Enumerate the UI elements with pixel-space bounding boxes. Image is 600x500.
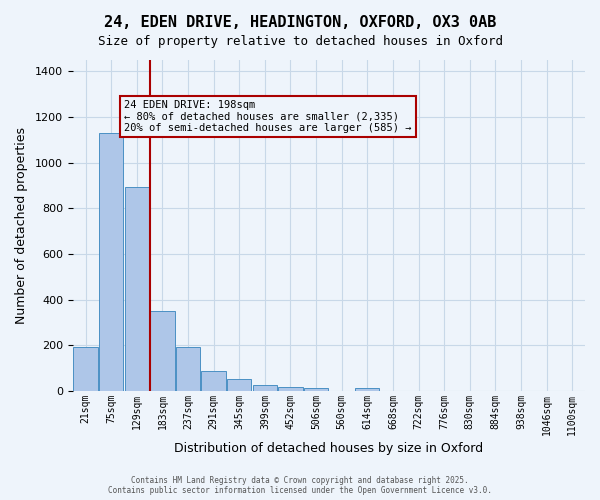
Text: Contains HM Land Registry data © Crown copyright and database right 2025.
Contai: Contains HM Land Registry data © Crown c… [108, 476, 492, 495]
Bar [73, 346, 98, 391]
X-axis label: Distribution of detached houses by size in Oxford: Distribution of detached houses by size … [175, 442, 484, 455]
Text: Size of property relative to detached houses in Oxford: Size of property relative to detached ho… [97, 35, 503, 48]
Bar [202, 370, 226, 391]
Bar [355, 388, 379, 391]
Bar [278, 386, 302, 391]
Bar [125, 187, 149, 391]
Bar [99, 133, 124, 391]
Y-axis label: Number of detached properties: Number of detached properties [15, 127, 28, 324]
Bar [304, 388, 328, 391]
Bar [253, 386, 277, 391]
Text: 24, EDEN DRIVE, HEADINGTON, OXFORD, OX3 0AB: 24, EDEN DRIVE, HEADINGTON, OXFORD, OX3 … [104, 15, 496, 30]
Text: 24 EDEN DRIVE: 198sqm
← 80% of detached houses are smaller (2,335)
20% of semi-d: 24 EDEN DRIVE: 198sqm ← 80% of detached … [124, 100, 412, 133]
Bar [176, 346, 200, 391]
Bar [227, 378, 251, 391]
Bar [150, 311, 175, 391]
